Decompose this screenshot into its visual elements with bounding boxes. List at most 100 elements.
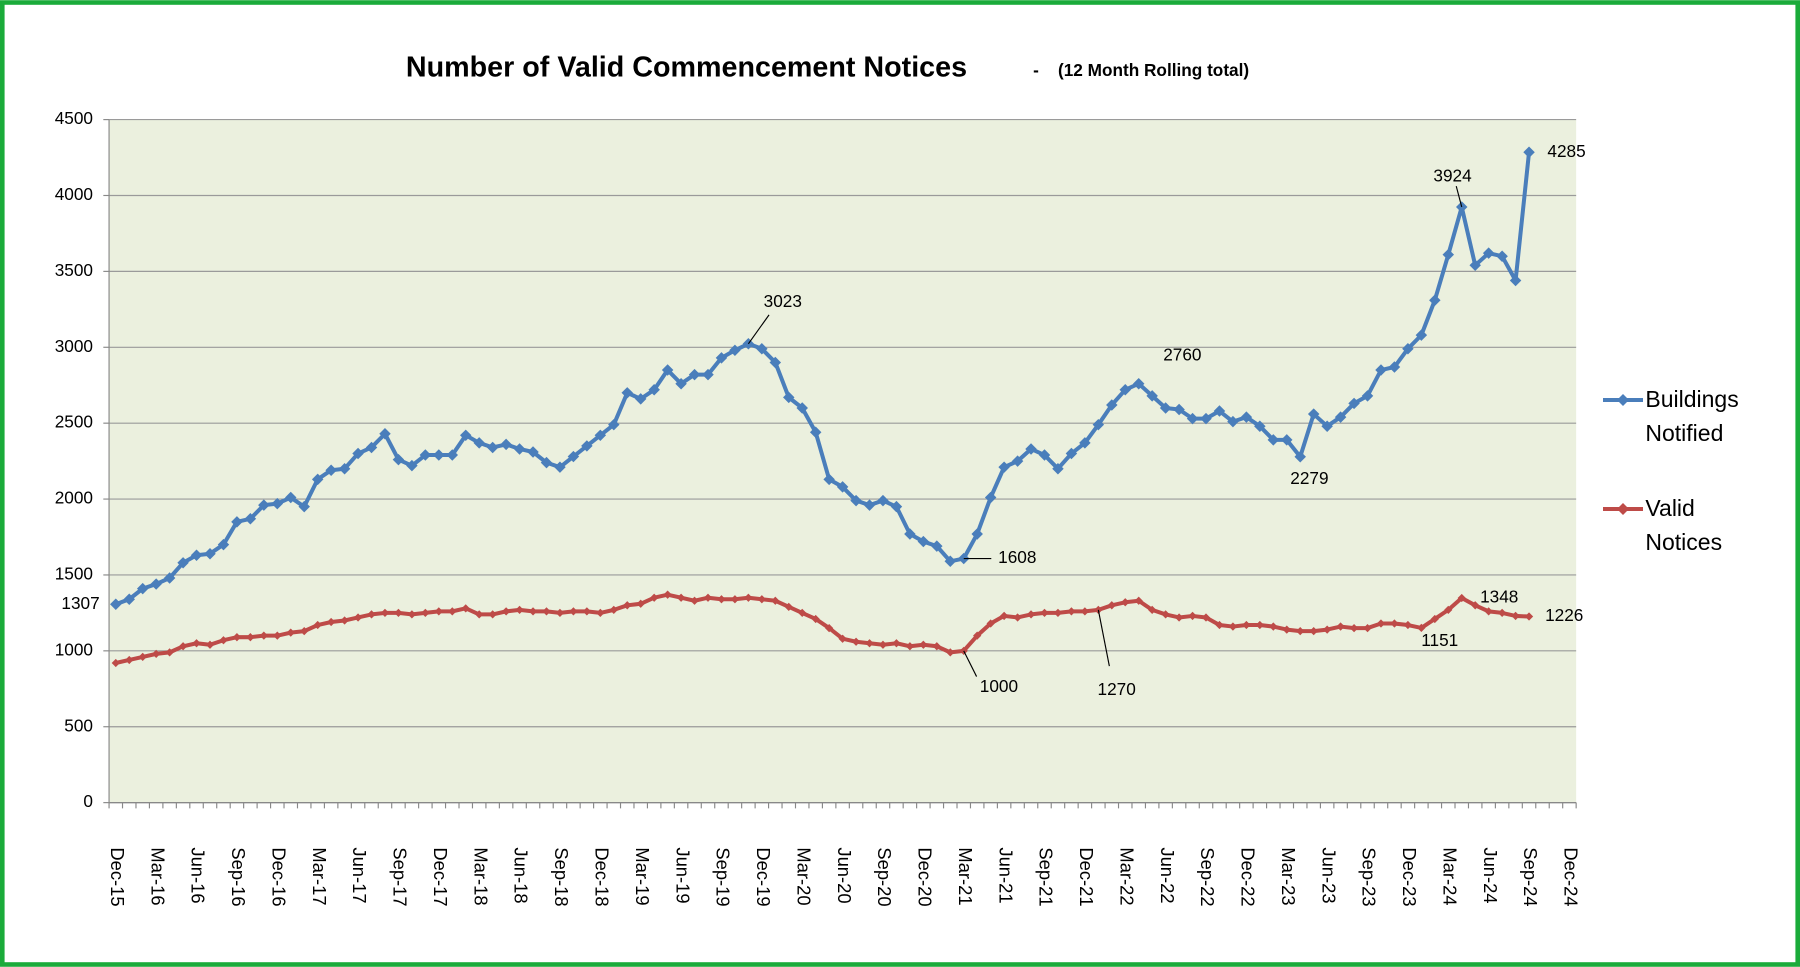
data-label: 1270: [1098, 679, 1136, 699]
marker: [392, 453, 405, 466]
marker: [621, 387, 633, 399]
data-label: 1000: [980, 676, 1018, 696]
series-line: [115, 592, 1530, 665]
marker: [446, 449, 459, 461]
x-tick-label: Jun-21: [995, 847, 1016, 903]
marker: [798, 608, 807, 618]
x-tick-label: Jun-22: [1157, 847, 1178, 903]
marker: [1403, 620, 1413, 630]
x-tick-label: Mar-21: [955, 847, 976, 905]
marker: [1281, 434, 1293, 446]
marker: [513, 443, 526, 455]
marker: [313, 620, 322, 630]
marker: [567, 450, 580, 463]
y-tick-label: 500: [64, 715, 93, 735]
x-tick-label: Dec-16: [268, 847, 289, 906]
marker: [1242, 620, 1251, 630]
marker: [138, 652, 147, 662]
x-tick-label: Sep-20: [874, 847, 895, 906]
x-tick-label: Sep-17: [390, 847, 411, 906]
marker: [244, 513, 257, 525]
x-tick-label: Sep-23: [1359, 847, 1380, 906]
marker: [459, 429, 472, 442]
marker: [380, 608, 390, 618]
marker: [231, 516, 243, 528]
x-tick-label: Sep-16: [228, 847, 249, 906]
marker: [1201, 613, 1211, 622]
series-line: [115, 152, 1532, 607]
marker: [475, 610, 484, 619]
x-tick-label: Mar-22: [1116, 847, 1137, 905]
marker: [905, 642, 915, 651]
marker: [555, 608, 565, 618]
marker: [973, 631, 982, 640]
marker: [258, 499, 270, 511]
data-label: 3924: [1433, 166, 1472, 186]
data-label: 1151: [1421, 630, 1458, 650]
marker: [1146, 390, 1158, 402]
marker: [1484, 607, 1493, 616]
marker: [327, 617, 336, 627]
marker: [352, 447, 364, 460]
marker: [1065, 447, 1078, 460]
marker: [702, 368, 714, 381]
x-tick-label: Sep-24: [1520, 847, 1541, 906]
marker: [623, 601, 632, 610]
marker: [890, 500, 903, 513]
marker: [271, 497, 284, 510]
legend-label: Buildings Notified: [1645, 386, 1739, 447]
marker: [1511, 611, 1520, 621]
marker: [825, 623, 834, 633]
marker: [325, 464, 337, 476]
marker: [311, 473, 324, 486]
legend-swatch: [1603, 503, 1644, 516]
marker: [661, 364, 674, 376]
marker: [838, 634, 847, 643]
marker: [959, 646, 968, 655]
marker: [1469, 259, 1481, 272]
marker: [999, 611, 1009, 621]
marker: [340, 616, 349, 625]
marker: [365, 441, 378, 454]
x-tick-label: Mar-20: [793, 847, 814, 905]
marker: [648, 384, 660, 396]
marker: [515, 605, 524, 614]
marker: [783, 391, 795, 404]
marker: [1132, 377, 1145, 390]
marker: [1363, 623, 1372, 633]
marker: [232, 633, 242, 642]
marker: [596, 608, 605, 618]
x-tick-label: Mar-18: [470, 847, 491, 905]
marker: [1106, 399, 1118, 411]
data-label: 2760: [1163, 345, 1201, 365]
marker: [217, 538, 230, 551]
marker: [1323, 625, 1332, 634]
leader-line: [747, 314, 770, 345]
marker: [190, 549, 203, 561]
marker: [1013, 613, 1022, 622]
marker: [784, 602, 793, 611]
marker: [581, 440, 593, 452]
x-tick-label: Jun-20: [834, 847, 855, 903]
x-tick-label: Dec-22: [1238, 847, 1259, 906]
marker: [1053, 608, 1063, 618]
chart-subtitle: - (12 Month Rolling total): [1033, 60, 1249, 80]
marker: [771, 596, 780, 605]
marker: [1348, 397, 1360, 410]
marker: [433, 449, 445, 461]
marker: [527, 446, 539, 458]
marker: [300, 626, 309, 636]
marker: [717, 595, 726, 604]
marker: [1376, 619, 1386, 628]
x-tick-label: Sep-19: [713, 847, 734, 906]
x-tick-label: Dec-23: [1399, 847, 1420, 906]
x-tick-label: Jun-19: [672, 847, 693, 903]
marker: [730, 595, 740, 604]
marker: [904, 528, 916, 540]
marker: [688, 368, 701, 381]
marker: [1282, 625, 1291, 634]
marker: [919, 640, 928, 649]
marker: [259, 631, 268, 640]
x-tick-label: Dec-20: [915, 847, 936, 906]
marker: [1079, 437, 1091, 449]
